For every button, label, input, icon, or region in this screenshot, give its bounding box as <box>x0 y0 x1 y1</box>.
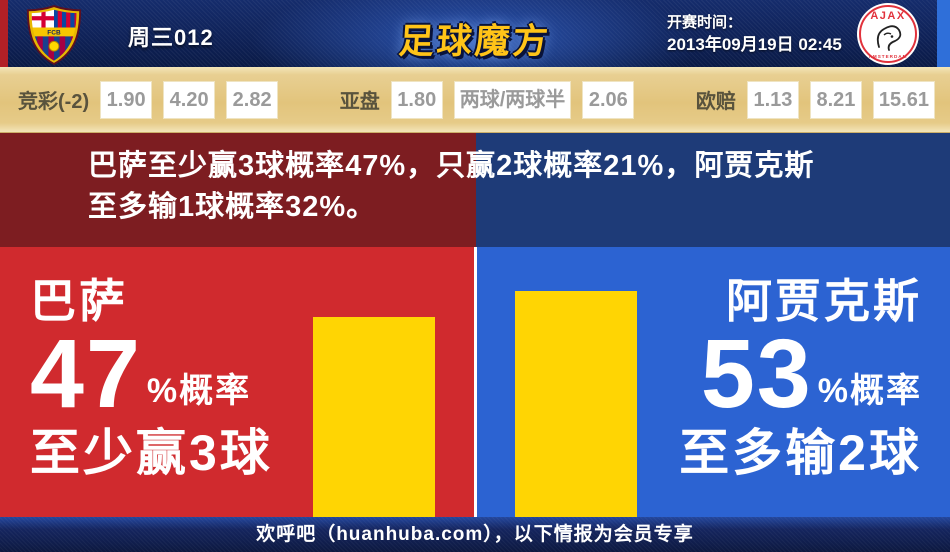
oupei-away-odds[interactable]: 15.61 <box>872 80 935 119</box>
oupei-home-odds[interactable]: 1.13 <box>746 80 799 119</box>
away-probability-unit: %概率 <box>817 372 922 410</box>
ajax-logo-icon: AJAX AMSTERDAM <box>857 3 919 65</box>
kickoff-info: 开赛时间： 2013年09月19日 02:45 <box>667 12 842 57</box>
home-probability-value: 47 <box>30 319 142 428</box>
left-red-stripe-decor <box>0 0 8 67</box>
ajax-amsterdam-text: AMSTERDAM <box>869 54 908 59</box>
jingcai-label: 竞彩(-2) <box>18 91 90 113</box>
odds-group-oupei: 欧赔 1.13 8.21 15.61 <box>695 80 935 119</box>
match-code: 周三012 <box>128 25 214 50</box>
headline-bg-left-decor <box>0 133 476 247</box>
probability-panels: 巴萨 47 %概率 至少赢3球 阿贾克斯 53 %概率 至多输2球 <box>0 247 950 517</box>
away-probability-row: 53 %概率 <box>679 319 922 428</box>
ajax-wordmark-text: AJAX <box>870 10 905 22</box>
barcelona-crest-icon: FCB <box>26 5 82 65</box>
home-outcome-desc: 至少赢3球 <box>30 425 273 481</box>
footer-text: 欢呼吧（huanhuba.com），以下情报为会员专享 <box>256 524 694 545</box>
panel-divider-decor <box>474 247 477 517</box>
yapan-label: 亚盘 <box>339 91 380 113</box>
jingcai-away-odds[interactable]: 2.82 <box>226 80 279 119</box>
top-bar: FCB 周三012 足球魔方 开赛时间： 2013年09月19日 02:45 A… <box>0 0 950 67</box>
crest-fcb-text: FCB <box>47 30 61 37</box>
oupei-label: 欧赔 <box>695 91 736 113</box>
home-probability-row: 47 %概率 <box>30 319 273 428</box>
jingcai-home-odds[interactable]: 1.90 <box>100 80 153 119</box>
odds-group-yapan: 亚盘 1.80 两球/两球半 2.06 <box>339 80 635 119</box>
headline-line1: 巴萨至少赢3球概率47%，只赢2球概率21%，阿贾克斯 <box>88 150 815 182</box>
away-panel: 阿贾克斯 53 %概率 至多输2球 <box>475 247 950 517</box>
jingcai-draw-odds[interactable]: 4.20 <box>163 80 216 119</box>
kickoff-label: 开赛时间： <box>667 14 743 31</box>
kickoff-time: 2013年09月19日 02:45 <box>667 35 842 54</box>
home-probability-bar <box>313 316 435 517</box>
right-blue-stripe-decor <box>937 0 950 67</box>
away-team-name: 阿贾克斯 <box>726 275 922 327</box>
away-panel-text: 阿贾克斯 53 %概率 至多输2球 <box>679 273 922 483</box>
away-probability-value: 53 <box>700 319 813 428</box>
headline-band: 巴萨至少赢3球概率47%，只赢2球概率21%，阿贾克斯 至多输1球概率32%。 <box>0 133 950 247</box>
oupei-draw-odds[interactable]: 8.21 <box>809 80 862 119</box>
footer-bar: 欢呼吧（huanhuba.com），以下情报为会员专享 <box>0 517 950 552</box>
away-probability-bar <box>515 291 637 517</box>
headline-text: 巴萨至少赢3球概率47%，只赢2球概率21%，阿贾克斯 至多输1球概率32%。 <box>88 146 814 228</box>
yapan-away-odds[interactable]: 2.06 <box>582 80 635 119</box>
away-outcome-desc: 至多输2球 <box>679 425 922 481</box>
headline-line2: 至多输1球概率32%。 <box>88 191 377 223</box>
headline-bg-right-decor <box>476 133 950 247</box>
yapan-handicap[interactable]: 两球/两球半 <box>453 80 572 119</box>
home-panel-text: 巴萨 47 %概率 至少赢3球 <box>30 273 273 483</box>
odds-bar: 竞彩(-2) 1.90 4.20 2.82 亚盘 1.80 两球/两球半 2.0… <box>0 67 950 133</box>
odds-group-jingcai: 竞彩(-2) 1.90 4.20 2.82 <box>18 80 279 119</box>
yapan-home-odds[interactable]: 1.80 <box>390 80 443 119</box>
home-panel: 巴萨 47 %概率 至少赢3球 <box>0 247 475 517</box>
home-team-name: 巴萨 <box>30 275 128 327</box>
site-logo[interactable]: 足球魔方 <box>397 22 553 61</box>
home-probability-unit: %概率 <box>146 372 252 410</box>
